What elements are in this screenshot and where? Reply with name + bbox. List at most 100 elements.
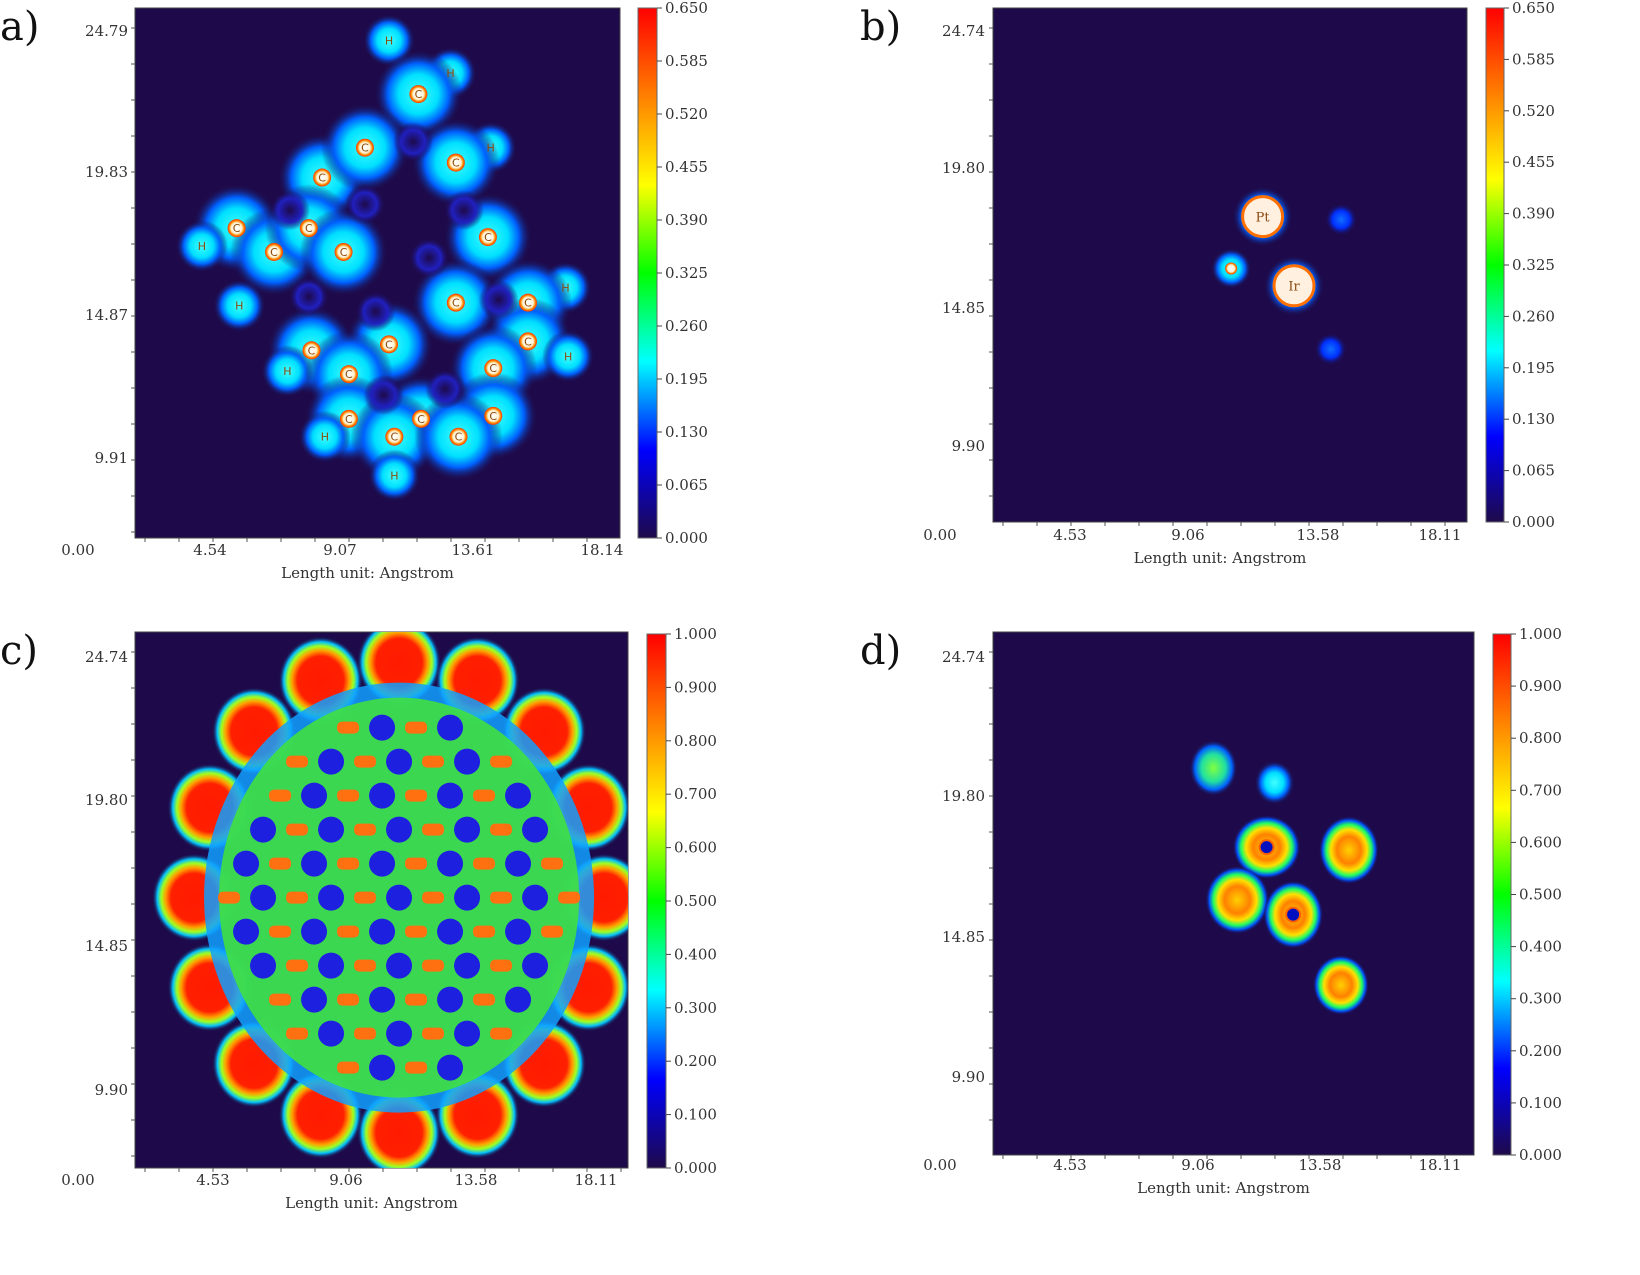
colorbar-tick-label: 0.200 — [1519, 1042, 1562, 1060]
bond-basin — [269, 925, 292, 938]
ring-hole — [318, 952, 345, 979]
ring-hole — [409, 237, 450, 278]
bond-basin — [490, 891, 513, 904]
y-tick-label: 14.85 — [942, 299, 985, 317]
colorbar-tick-label: 0.300 — [674, 999, 717, 1017]
colorbar-tick-label: 0.100 — [1519, 1094, 1562, 1112]
density-blob — [1314, 333, 1347, 366]
bond-basin — [473, 857, 496, 870]
bond-basin — [354, 891, 377, 904]
atom-label: C — [524, 335, 532, 348]
y-tick-label: 24.74 — [942, 22, 985, 40]
bond-basin — [354, 823, 377, 836]
colorbar — [1485, 7, 1505, 523]
density-blob — [298, 410, 351, 463]
carbon-atom — [227, 219, 246, 238]
atom-label: C — [452, 297, 460, 310]
colorbar-tick-label: 0.325 — [665, 264, 708, 282]
y-tick-label: 24.74 — [942, 648, 985, 666]
colorbar-tick-label: 0.455 — [1512, 153, 1555, 171]
ring-hole — [369, 850, 396, 877]
ring-hole — [318, 1020, 345, 1047]
atom-label: H — [235, 300, 243, 313]
density-blob — [1325, 203, 1358, 236]
ring-hole — [301, 918, 328, 945]
atom-label: C — [489, 410, 497, 423]
atom-label: H — [385, 34, 393, 47]
colorbar-tick-label: 0.000 — [1519, 1146, 1562, 1164]
metal-atom — [1272, 264, 1316, 308]
colorbar-tick-label: 0.650 — [1512, 0, 1555, 17]
carbon-atom — [412, 409, 431, 428]
colorbar-tick-label: 0.500 — [674, 892, 717, 910]
ring-hole — [437, 714, 464, 741]
ring-hole — [393, 121, 434, 162]
carbon-atom — [484, 359, 503, 378]
y-tick-label: 9.90 — [95, 1081, 128, 1099]
colorbar — [637, 7, 658, 539]
bond-basin — [337, 857, 360, 870]
bond-basin — [541, 925, 564, 938]
y-tick-label: 9.90 — [952, 437, 985, 455]
colorbar-tick-label: 0.520 — [1512, 102, 1555, 120]
colorbar-tick-label: 0.000 — [674, 1159, 717, 1177]
chart-a: H H C C C H C C H C C C C H H C C C C C H H C C C C C H C C H 24.79 19.8… — [61, 0, 708, 582]
atom-label: C — [489, 362, 497, 375]
ring-hole — [505, 782, 532, 809]
heatmap-field: H H C C C H C C H C C C C H H C C C C C H H C C C C C H C C H — [175, 14, 595, 502]
y-tick-label: 9.91 — [95, 449, 128, 467]
atom-label: C — [305, 222, 313, 235]
y-tick-label: 19.80 — [942, 159, 985, 177]
bond-basin — [490, 823, 513, 836]
bond-basin — [422, 891, 445, 904]
ring-hole — [369, 1054, 396, 1081]
ring-hole — [250, 816, 277, 843]
x-tick-label: 9.07 — [323, 541, 356, 559]
density-blob — [261, 345, 314, 398]
atom-label: Pt — [1256, 211, 1271, 226]
ring-hole — [301, 782, 328, 809]
atom-label: H — [564, 350, 572, 363]
x-tick-label: 18.14 — [581, 541, 624, 559]
colorbar-tick-label: 0.390 — [1512, 205, 1555, 223]
bond-basin — [337, 721, 360, 734]
carbon-atom — [265, 242, 284, 261]
ring-hole — [386, 748, 413, 775]
atom-label: C — [524, 297, 532, 310]
chart-c: 24.74 19.80 14.85 9.90 0.00 4.53 9.06 13.58 18.1… — [61, 625, 717, 1212]
ring-hole — [454, 816, 481, 843]
colorbar-tick-label: 0.065 — [1512, 462, 1555, 480]
colorbar-tick-label: 0.455 — [665, 158, 708, 176]
colorbar-tick-label: 0.500 — [1519, 886, 1562, 904]
chart-b: Pt Ir 24.74 19.80 14.85 9.90 0.00 4.53 9.06 13.58… — [923, 0, 1555, 567]
atom-label: C — [233, 222, 241, 235]
x-tick-label: 4.53 — [1053, 526, 1086, 544]
bond-basin — [337, 993, 360, 1006]
carbon-atom — [484, 406, 503, 425]
carbon-atom — [313, 168, 332, 187]
x-tick-label: 13.58 — [1297, 526, 1340, 544]
carbon-atom — [449, 427, 468, 446]
atom-label: C — [340, 246, 348, 259]
x-tick-label: 0.00 — [923, 526, 956, 544]
colorbar-tick-label: 0.700 — [674, 785, 717, 803]
panel-label-a: a) — [0, 4, 40, 50]
colorbar-tick-label: 0.800 — [674, 732, 717, 750]
atom-label: H — [321, 431, 329, 444]
elf-lobe — [1312, 954, 1369, 1015]
x-axis-label: Length unit: Angstrom — [285, 1194, 458, 1212]
bond-basin — [269, 857, 292, 870]
carbon-atom — [519, 332, 538, 351]
bond-basin — [405, 789, 428, 802]
ring-hole — [386, 884, 413, 911]
ring-hole — [344, 184, 385, 225]
carbon-atom — [446, 293, 465, 312]
y-tick-label: 14.85 — [942, 928, 985, 946]
colorbar-tick-label: 0.300 — [1519, 990, 1562, 1008]
bond-basin — [269, 993, 292, 1006]
atom-label: C — [308, 344, 316, 357]
carbon-atom — [339, 409, 358, 428]
atom-label: C — [318, 172, 326, 185]
carbon-atom — [299, 219, 318, 238]
